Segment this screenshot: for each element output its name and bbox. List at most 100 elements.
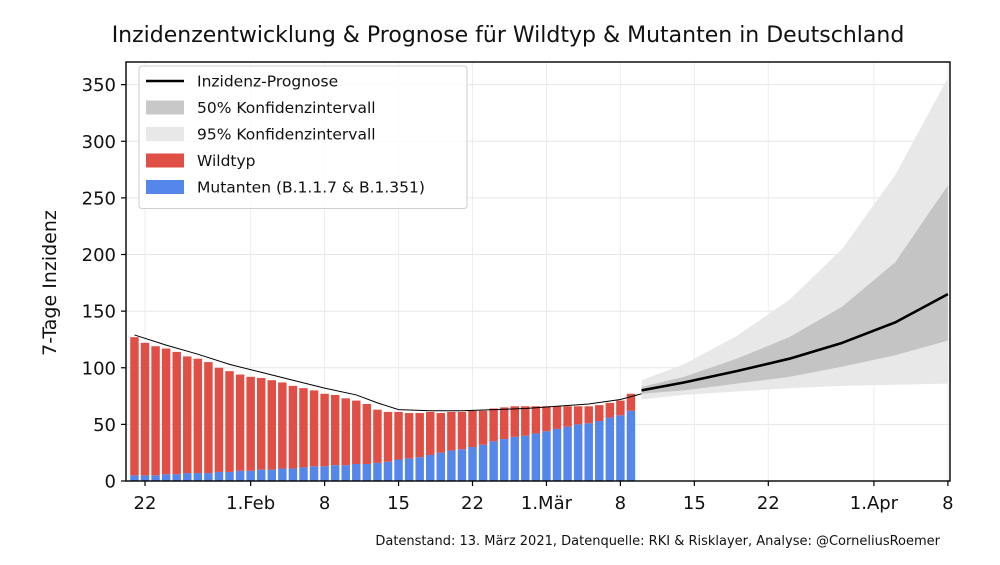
bar-wildtyp [404, 413, 414, 459]
bar-mutanten [193, 473, 203, 481]
legend-label-wildtyp: Wildtyp [197, 152, 256, 170]
bar-mutanten [309, 466, 319, 481]
bar-mutanten [214, 471, 224, 481]
bar-wildtyp [151, 346, 160, 476]
fit-line [134, 334, 642, 412]
bar-mutanten [288, 468, 298, 481]
bar-wildtyp [626, 393, 636, 411]
bar-wildtyp [573, 406, 583, 425]
legend-swatch-wildtyp [146, 153, 184, 168]
bar-wildtyp [521, 406, 530, 436]
bar-mutanten [605, 417, 615, 481]
bar-mutanten [489, 441, 498, 481]
bar-mutanten [426, 454, 435, 481]
bar-wildtyp [426, 411, 435, 455]
bar-wildtyp [542, 406, 551, 432]
bar-mutanten [161, 474, 171, 481]
bar-wildtyp [595, 405, 604, 421]
bar-mutanten [584, 423, 593, 481]
bar-mutanten [521, 435, 530, 481]
legend-label-prognose: Inzidenz-Prognose [197, 73, 338, 91]
bar-wildtyp [235, 374, 245, 471]
y-axis: 0 50 100 150 200 250 300 350 [82, 75, 126, 493]
legend-label-mutanten: Mutanten (B.1.1.7 & B.1.351) [197, 179, 425, 197]
bar-mutanten [595, 420, 604, 481]
x-axis: 22 1.Feb 8 15 22 1.Mär 8 15 22 1.Apr 8 [134, 481, 954, 514]
bar-wildtyp [330, 394, 340, 466]
bar-wildtyp [161, 348, 171, 475]
y-tick-label: 50 [93, 415, 116, 436]
bar-mutanten [447, 450, 456, 481]
bar-mutanten [436, 452, 446, 481]
bar-wildtyp [415, 413, 424, 458]
chart-title: Inzidenzentwicklung & Prognose für Wildt… [112, 23, 905, 48]
bar-wildtyp [563, 406, 572, 427]
bar-wildtyp [584, 406, 593, 424]
bar-mutanten [362, 464, 372, 481]
bars [130, 337, 636, 481]
legend-swatch-ci50 [146, 100, 184, 115]
bar-wildtyp [246, 376, 255, 471]
bar-wildtyp [320, 393, 329, 467]
y-tick-label: 350 [82, 75, 116, 96]
x-tick-label: 22 [461, 493, 484, 514]
bar-wildtyp [531, 406, 541, 434]
bar-wildtyp [394, 411, 403, 460]
y-tick-label: 250 [82, 188, 116, 209]
bar-mutanten [510, 436, 519, 481]
bar-wildtyp [278, 382, 287, 469]
legend-item-wildtyp: Wildtyp [146, 152, 256, 170]
ci50-band-layer [641, 185, 948, 394]
legend-item-ci95: 95% Konfidenzintervall [146, 126, 376, 144]
bar-wildtyp [309, 390, 319, 467]
bar-mutanten [542, 431, 551, 481]
legend-item-prognose: Inzidenz-Prognose [146, 73, 338, 91]
x-tick-label: 8 [319, 493, 330, 514]
bar-mutanten [320, 466, 329, 481]
bar-wildtyp [383, 411, 393, 462]
y-axis-label: 7-Tage Inzidenz [39, 210, 61, 356]
bar-mutanten [573, 424, 583, 481]
bar-mutanten [172, 474, 181, 481]
bar-mutanten [330, 465, 340, 481]
bar-wildtyp [299, 388, 308, 468]
ci50-band [641, 185, 948, 394]
bar-wildtyp [288, 385, 298, 469]
legend: Inzidenz-Prognose 50% Konfidenzintervall 9… [138, 65, 468, 209]
bar-wildtyp [214, 367, 224, 472]
y-tick-label: 100 [82, 358, 116, 379]
y-tick-label: 200 [82, 245, 116, 266]
x-tick-label: 1.Apr [850, 493, 899, 514]
bar-mutanten [626, 410, 636, 481]
bar-wildtyp [468, 410, 477, 448]
legend-swatch-mutanten [146, 180, 184, 194]
bar-wildtyp [478, 410, 488, 445]
bar-wildtyp [267, 380, 277, 470]
bar-mutanten [299, 467, 308, 481]
bar-wildtyp [457, 411, 467, 450]
legend-item-ci50: 50% Konfidenzintervall [146, 99, 376, 117]
bar-mutanten [256, 469, 266, 481]
bar-wildtyp [256, 377, 266, 470]
bar-mutanten [468, 447, 477, 481]
y-tick-label: 300 [82, 132, 116, 153]
bar-mutanten [563, 426, 572, 481]
x-tick-label: 22 [757, 493, 780, 514]
legend-box [138, 65, 468, 209]
forecast-line [641, 293, 949, 392]
bar-mutanten [394, 459, 403, 481]
bar-wildtyp [183, 356, 192, 474]
bar-mutanten [457, 449, 467, 481]
bar-wildtyp [616, 400, 625, 416]
bar-mutanten [151, 475, 160, 481]
bar-mutanten [235, 470, 245, 481]
x-tick-label: 15 [683, 493, 706, 514]
legend-label-ci50: 50% Konfidenzintervall [197, 99, 376, 117]
bar-mutanten [499, 439, 509, 481]
legend-item-mutanten: Mutanten (B.1.1.7 & B.1.351) [146, 179, 425, 197]
bar-wildtyp [499, 407, 509, 440]
bar-mutanten [225, 471, 234, 481]
bar-mutanten [183, 473, 192, 481]
x-tick-label: 1.Mär [521, 493, 573, 514]
